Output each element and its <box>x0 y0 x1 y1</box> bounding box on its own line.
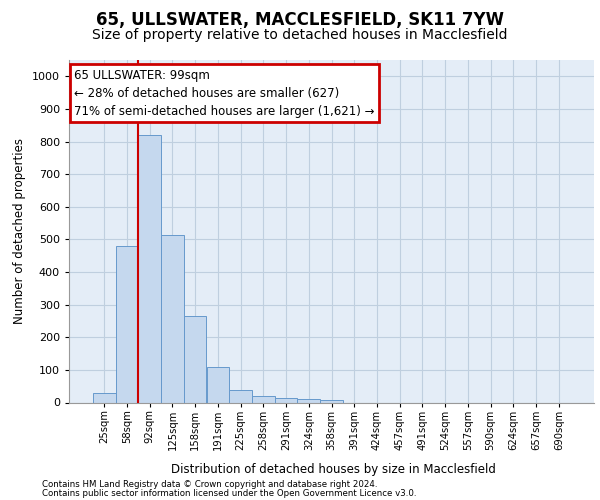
Bar <box>206 366 229 402</box>
Bar <box>252 396 275 402</box>
Bar <box>161 234 184 402</box>
Y-axis label: Number of detached properties: Number of detached properties <box>13 138 26 324</box>
Bar <box>320 400 343 402</box>
Text: Contains public sector information licensed under the Open Government Licence v3: Contains public sector information licen… <box>42 488 416 498</box>
Bar <box>116 246 139 402</box>
Text: Size of property relative to detached houses in Macclesfield: Size of property relative to detached ho… <box>92 28 508 42</box>
Bar <box>139 135 161 402</box>
Bar <box>184 316 206 402</box>
Text: Distribution of detached houses by size in Macclesfield: Distribution of detached houses by size … <box>170 463 496 476</box>
Text: 65, ULLSWATER, MACCLESFIELD, SK11 7YW: 65, ULLSWATER, MACCLESFIELD, SK11 7YW <box>96 11 504 29</box>
Bar <box>229 390 252 402</box>
Bar <box>93 394 116 402</box>
Text: Contains HM Land Registry data © Crown copyright and database right 2024.: Contains HM Land Registry data © Crown c… <box>42 480 377 489</box>
Bar <box>275 398 298 402</box>
Bar <box>298 399 320 402</box>
Text: 65 ULLSWATER: 99sqm
← 28% of detached houses are smaller (627)
71% of semi-detac: 65 ULLSWATER: 99sqm ← 28% of detached ho… <box>74 68 375 117</box>
